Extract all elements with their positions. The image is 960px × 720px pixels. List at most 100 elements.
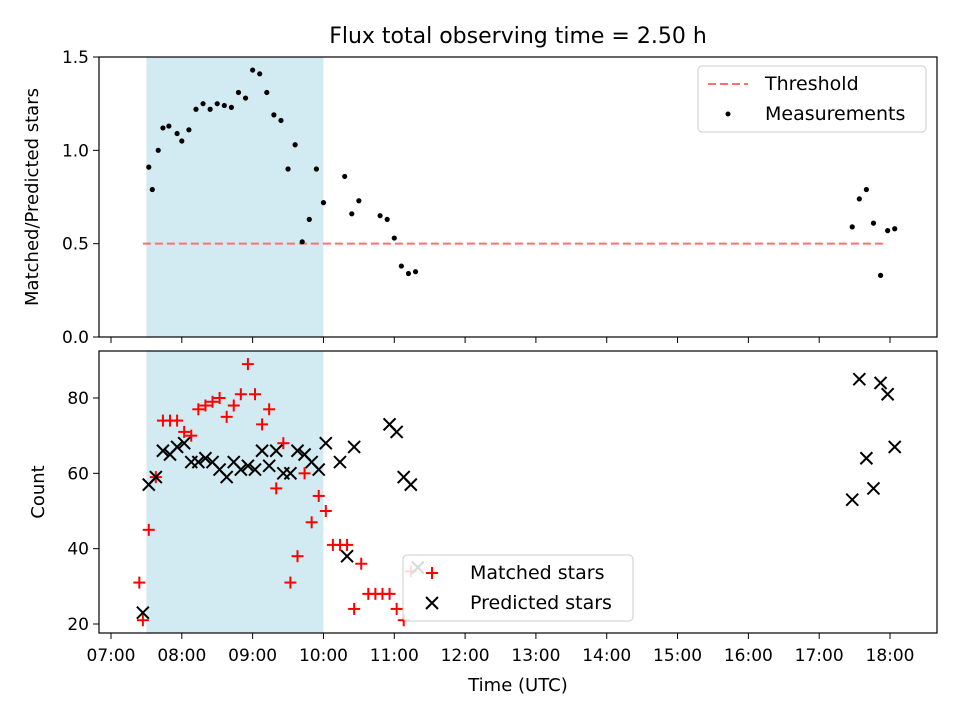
predicted-legend-label: Predicted stars [470, 592, 612, 614]
measurement-point [271, 112, 277, 118]
x-tick-label: 07:00 [87, 646, 136, 666]
measurement-point [342, 173, 348, 180]
measurement-point [412, 269, 419, 275]
matched-star-point [133, 576, 146, 589]
measurement-point [179, 138, 185, 144]
matched-star-point [171, 414, 184, 427]
measurement-point [174, 130, 180, 137]
predicted-star-point [312, 462, 326, 477]
measurement-point [391, 235, 397, 241]
measurement-point [349, 211, 355, 217]
predicted-star-point [389, 425, 404, 439]
measurement-point [849, 224, 855, 230]
matched-star-point [298, 467, 311, 480]
predicted-star-point [219, 470, 234, 484]
matched-legend-label: Matched stars [470, 562, 604, 584]
predicted-star-point [234, 462, 248, 477]
measurement-point [892, 226, 898, 232]
measurement-point [242, 95, 249, 101]
measurement-point [278, 117, 284, 124]
count-panel: 20 40 60 80 07:00 08:00 09:00 10:00 11:00 12:00 1… [28, 350, 938, 696]
measurement-point [193, 106, 199, 112]
matched-star-point [341, 538, 354, 551]
top-y-axis-label: Matched/Predicted stars [22, 88, 43, 306]
matched-star-point [178, 425, 191, 438]
top-x-ticks [110, 337, 891, 343]
matched-star-point [277, 437, 290, 450]
matched-star-point [348, 602, 361, 615]
measurement-point [285, 166, 291, 172]
measurement-point [292, 142, 298, 148]
measurement-point [214, 101, 220, 107]
predicted-star-point [156, 444, 170, 458]
y-tick-label: 60 [67, 464, 89, 484]
matched-star-point [199, 399, 212, 412]
measurement-point [306, 216, 312, 222]
measurement-point [870, 220, 877, 226]
bottom-x-axis: 07:00 08:00 09:00 10:00 11:00 12:00 13:00 14:00… [87, 633, 915, 666]
matched-star-point [192, 403, 205, 416]
predicted-star-point [319, 436, 333, 450]
predicted-star-point [170, 440, 184, 454]
top-axes-frame [98, 56, 938, 338]
y-tick-label: 80 [67, 389, 89, 409]
predicted-star-point [149, 470, 163, 484]
x-tick-label: 14:00 [582, 646, 631, 666]
y-tick-label: 40 [67, 540, 89, 560]
predicted-star-point [333, 455, 347, 469]
measurement-point [146, 164, 152, 170]
measurement-point [863, 186, 869, 193]
measurement-point [299, 239, 305, 245]
measurement-point [250, 67, 256, 73]
matched-star-point [227, 399, 240, 412]
measurement-point [160, 125, 166, 131]
matched-star-point [284, 576, 297, 589]
bottom-legend: Matched stars Predicted stars [402, 554, 634, 622]
x-tick-label: 11:00 [370, 646, 419, 666]
matched-star-point [312, 489, 325, 502]
matched-legend-marker [426, 567, 438, 579]
predicted-star-point [241, 459, 255, 473]
x-tick-label: 16:00 [724, 646, 773, 666]
matched-star-point [390, 602, 403, 615]
threshold-legend-label: Threshold [764, 73, 859, 95]
predicted-star-point [845, 492, 859, 507]
matched-star-point [206, 395, 219, 408]
predicted-star-point [888, 440, 902, 454]
matched-star-point [305, 516, 318, 529]
top-y-axis: 0.0 0.5 1.0 1.5 [62, 48, 99, 348]
y-tick-label: 1.0 [62, 141, 89, 161]
predicted-star-point [859, 451, 874, 465]
measurement-point [405, 270, 412, 277]
matched-star-point [234, 388, 247, 401]
x-tick-label: 08:00 [157, 646, 206, 666]
measurement-point [166, 123, 172, 129]
predicted-star-point [248, 462, 262, 477]
measurement-point [221, 102, 227, 109]
measurements-legend-marker [725, 111, 731, 117]
observing-window-shade [146, 57, 324, 337]
measurement-point [264, 89, 270, 96]
measurement-point [384, 216, 390, 222]
measurement-point [155, 147, 161, 153]
predicted-star-point [262, 459, 276, 473]
matched-star-point [220, 410, 233, 423]
x-tick-label: 17:00 [795, 646, 844, 666]
bottom-y-axis-label: Count [28, 465, 49, 518]
measurement-point [320, 200, 327, 206]
matched-star-point [213, 392, 226, 404]
predicted-legend-marker [425, 596, 439, 610]
measurement-point [200, 101, 206, 107]
matched-star-point [270, 482, 283, 495]
measurement-point [186, 127, 192, 133]
measurement-point [356, 198, 362, 204]
ratio-panel: 0.0 0.5 1.0 1.5 Matched/Predicted stars Thr… [22, 48, 938, 348]
matched-star-point [383, 587, 396, 600]
y-tick-label: 1.5 [62, 48, 89, 68]
measurement-point [207, 106, 213, 112]
top-legend: Threshold Measurements [697, 65, 927, 133]
predicted-star-point [269, 444, 283, 458]
x-tick-label: 12:00 [441, 646, 490, 666]
x-tick-label: 13:00 [511, 646, 560, 666]
predicted-star-point [255, 444, 269, 458]
